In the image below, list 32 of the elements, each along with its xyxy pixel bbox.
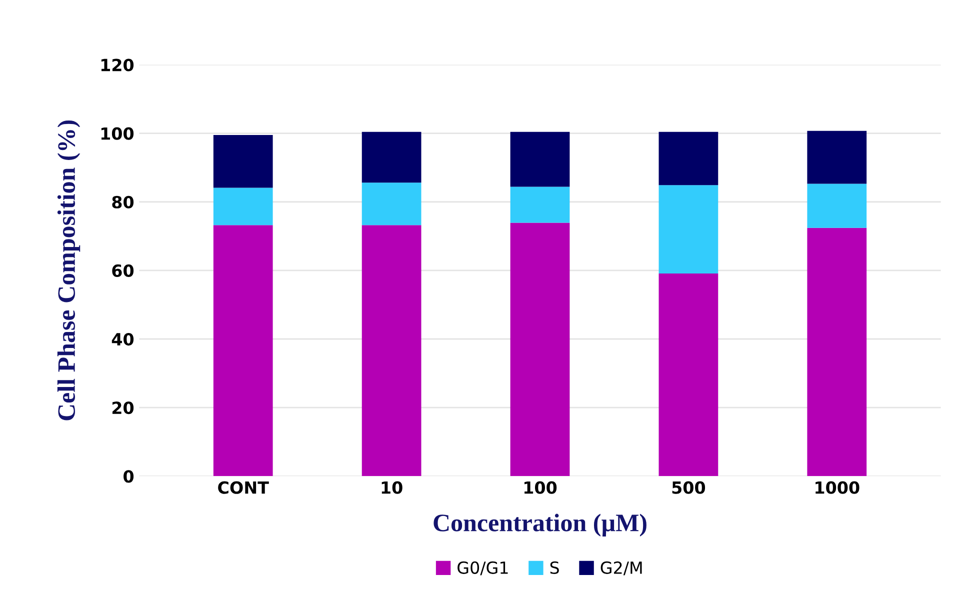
bar: [510, 132, 570, 187]
bar: [213, 225, 273, 476]
legend-label: G2/M: [600, 561, 642, 576]
bar: [213, 135, 273, 188]
bar: [213, 188, 273, 226]
y-tick-label: 100: [101, 127, 134, 140]
bar: [362, 132, 422, 183]
y-tick-label: 60: [112, 264, 134, 278]
y-tick-label: 40: [112, 332, 134, 346]
y-tick-label: 0: [124, 470, 134, 483]
bar: [658, 185, 718, 274]
bar: [807, 228, 867, 476]
bar: [362, 182, 422, 226]
bar: [807, 130, 867, 184]
bar: [362, 225, 422, 476]
x-tick-label: 1000: [816, 481, 860, 494]
bar: [510, 186, 570, 223]
x-tick-label: 500: [672, 481, 706, 494]
x-tick-label: 100: [524, 481, 557, 494]
x-axis-title: Concentration (µM): [434, 514, 646, 536]
bar: [658, 274, 718, 476]
y-axis-title: Cell Phase Composition (%): [57, 120, 80, 420]
bar: [658, 132, 718, 186]
x-tick-label: 10: [382, 481, 402, 494]
y-tick-label: 80: [112, 196, 134, 208]
bar: [510, 222, 570, 476]
bar: [807, 184, 867, 228]
y-tick-label: 20: [112, 402, 134, 414]
y-tick-label: 120: [101, 58, 134, 72]
legend-label: G0/G1: [458, 561, 508, 576]
x-tick-label: CONT: [218, 481, 269, 494]
legend-label: S: [550, 561, 559, 574]
